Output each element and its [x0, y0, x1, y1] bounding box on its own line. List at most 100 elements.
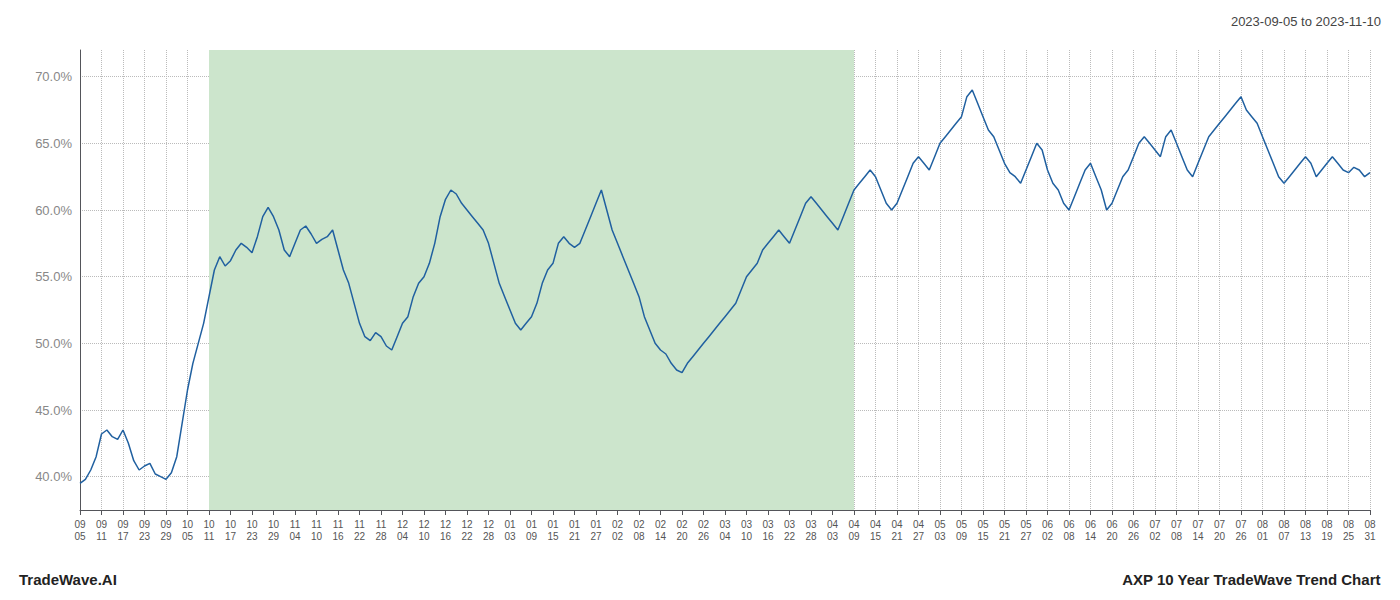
- svg-text:02: 02: [612, 531, 624, 542]
- svg-text:02: 02: [633, 519, 645, 530]
- svg-text:05: 05: [956, 519, 968, 530]
- svg-text:08: 08: [1300, 519, 1312, 530]
- svg-text:07: 07: [1192, 519, 1204, 530]
- svg-text:06: 06: [1128, 519, 1140, 530]
- svg-text:05: 05: [182, 531, 194, 542]
- svg-text:10: 10: [203, 519, 215, 530]
- svg-text:02: 02: [1149, 531, 1161, 542]
- svg-text:07: 07: [1214, 519, 1226, 530]
- svg-text:12: 12: [461, 519, 473, 530]
- svg-text:02: 02: [612, 519, 624, 530]
- svg-text:28: 28: [483, 531, 495, 542]
- svg-text:01: 01: [1257, 531, 1269, 542]
- svg-text:12: 12: [483, 519, 495, 530]
- svg-text:09: 09: [74, 519, 86, 530]
- svg-text:20: 20: [676, 531, 688, 542]
- svg-text:11: 11: [333, 519, 344, 530]
- svg-text:15: 15: [870, 531, 882, 542]
- svg-text:02: 02: [676, 519, 688, 530]
- svg-text:27: 27: [1020, 531, 1032, 542]
- svg-text:14: 14: [655, 531, 667, 542]
- svg-text:01: 01: [526, 519, 538, 530]
- svg-text:03: 03: [719, 519, 731, 530]
- svg-text:09: 09: [160, 519, 172, 530]
- svg-text:06: 06: [1106, 519, 1118, 530]
- svg-text:31: 31: [1364, 531, 1376, 542]
- svg-text:17: 17: [225, 531, 237, 542]
- svg-text:05: 05: [977, 519, 989, 530]
- svg-text:22: 22: [354, 531, 366, 542]
- svg-text:10: 10: [741, 531, 753, 542]
- svg-text:09: 09: [956, 531, 968, 542]
- svg-text:04: 04: [719, 531, 731, 542]
- svg-text:23: 23: [246, 531, 258, 542]
- svg-text:10: 10: [182, 519, 194, 530]
- svg-text:03: 03: [784, 519, 796, 530]
- svg-text:28: 28: [805, 531, 817, 542]
- svg-text:01: 01: [504, 519, 516, 530]
- svg-text:12: 12: [418, 519, 430, 530]
- svg-text:23: 23: [139, 531, 151, 542]
- svg-text:01: 01: [590, 519, 602, 530]
- svg-text:04: 04: [848, 519, 860, 530]
- svg-text:26: 26: [1235, 531, 1247, 542]
- svg-text:03: 03: [504, 531, 516, 542]
- svg-text:08: 08: [1364, 519, 1376, 530]
- svg-text:12: 12: [397, 519, 409, 530]
- svg-text:08: 08: [633, 531, 645, 542]
- svg-text:10: 10: [311, 531, 323, 542]
- svg-text:21: 21: [569, 531, 581, 542]
- svg-text:14: 14: [1085, 531, 1097, 542]
- svg-text:TradeWave.AI: TradeWave.AI: [19, 571, 117, 588]
- svg-text:04: 04: [397, 531, 409, 542]
- svg-text:05: 05: [934, 519, 946, 530]
- svg-text:03: 03: [827, 531, 839, 542]
- svg-text:28: 28: [375, 531, 387, 542]
- svg-text:16: 16: [440, 531, 452, 542]
- svg-text:10: 10: [268, 519, 280, 530]
- svg-text:16: 16: [332, 531, 344, 542]
- svg-text:10: 10: [225, 519, 237, 530]
- svg-text:22: 22: [784, 531, 796, 542]
- svg-text:08: 08: [1063, 531, 1075, 542]
- svg-text:03: 03: [934, 531, 946, 542]
- svg-text:06: 06: [1042, 519, 1054, 530]
- svg-text:27: 27: [913, 531, 925, 542]
- svg-text:03: 03: [741, 519, 753, 530]
- svg-text:11: 11: [96, 531, 107, 542]
- svg-text:01: 01: [569, 519, 581, 530]
- svg-text:AXP 10 Year TradeWave Trend Ch: AXP 10 Year TradeWave Trend Chart: [1122, 571, 1380, 588]
- svg-text:09: 09: [96, 519, 108, 530]
- svg-text:04: 04: [891, 519, 903, 530]
- svg-text:04: 04: [870, 519, 882, 530]
- svg-text:55.0%: 55.0%: [35, 269, 72, 284]
- svg-text:26: 26: [698, 531, 710, 542]
- svg-text:60.0%: 60.0%: [35, 203, 72, 218]
- svg-text:10: 10: [418, 531, 430, 542]
- svg-text:09: 09: [117, 519, 129, 530]
- svg-text:29: 29: [160, 531, 172, 542]
- svg-text:22: 22: [461, 531, 473, 542]
- svg-text:09: 09: [848, 531, 860, 542]
- svg-text:29: 29: [268, 531, 280, 542]
- svg-text:07: 07: [1278, 531, 1290, 542]
- svg-text:08: 08: [1343, 519, 1355, 530]
- svg-text:11: 11: [376, 519, 387, 530]
- svg-text:03: 03: [805, 519, 817, 530]
- svg-text:05: 05: [74, 531, 86, 542]
- svg-text:05: 05: [999, 519, 1011, 530]
- svg-text:15: 15: [547, 531, 559, 542]
- svg-text:07: 07: [1171, 519, 1183, 530]
- svg-text:08: 08: [1171, 531, 1183, 542]
- svg-text:11: 11: [290, 519, 301, 530]
- svg-text:11: 11: [204, 531, 215, 542]
- svg-text:13: 13: [1300, 531, 1312, 542]
- svg-text:12: 12: [440, 519, 452, 530]
- svg-text:02: 02: [655, 519, 667, 530]
- svg-text:01: 01: [547, 519, 559, 530]
- svg-text:02: 02: [1042, 531, 1054, 542]
- svg-text:20: 20: [1106, 531, 1118, 542]
- svg-text:20: 20: [1214, 531, 1226, 542]
- svg-text:03: 03: [762, 519, 774, 530]
- svg-text:19: 19: [1321, 531, 1333, 542]
